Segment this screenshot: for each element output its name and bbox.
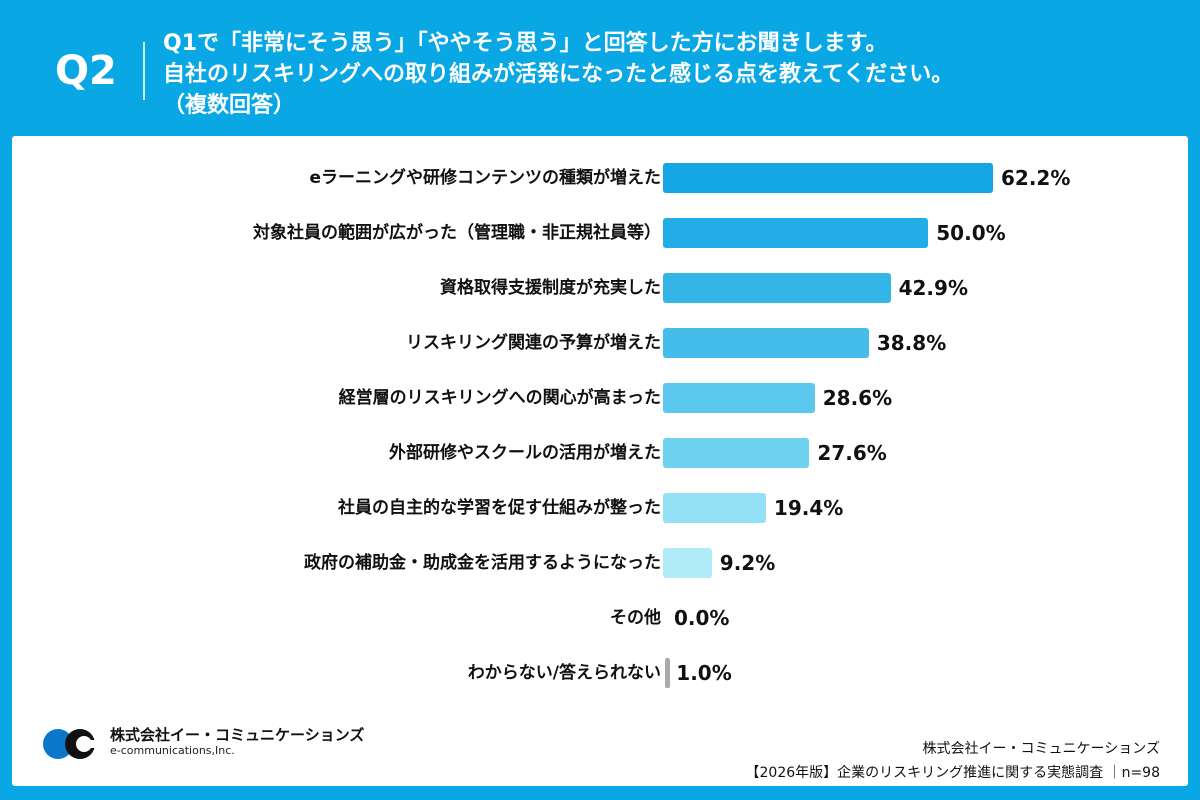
bar-row: リスキリング関連の予算が増えた 38.8% (12, 328, 1188, 358)
category-label: 対象社員の範囲が広がった（管理職・非正規社員等） (253, 223, 661, 243)
value-label: 0.0% (674, 606, 730, 630)
category-label: 外部研修やスクールの活用が増えた (389, 443, 661, 463)
bar (663, 438, 810, 468)
logo-mark-icon (43, 729, 104, 759)
bar-row: 経営層のリスキリングへの関心が高まった 28.6% (12, 383, 1188, 413)
bar-row: 政府の補助金・助成金を活用するようになった 9.2% (12, 548, 1188, 578)
bar-row: 社員の自主的な学習を促す仕組みが整った 19.4% (12, 493, 1188, 523)
bar (663, 163, 993, 193)
bar-row: 資格取得支援制度が充実した 42.9% (12, 273, 1188, 303)
value-label: 50.0% (936, 221, 1006, 245)
question-line-1: Q1で「非常にそう思う」「ややそう思う」と回答した方にお聞きします。 (163, 31, 888, 56)
logo-company-sub: e-communications,Inc. (110, 744, 235, 757)
value-label: 38.8% (876, 331, 947, 355)
footer-survey: 【2026年版】企業のリスキリング推進に関する実態調査 ｜n=98 (745, 765, 1161, 781)
footer-company: 株式会社イー・コミュニケーションズ (922, 741, 1160, 757)
category-label: eラーニングや研修コンテンツの種類が増えた (309, 168, 661, 188)
category-label: 資格取得支援制度が充実した (440, 278, 661, 298)
category-label: 経営層のリスキリングへの関心が高まった (338, 388, 661, 408)
value-label: 62.2% (1001, 166, 1071, 190)
question-line-3: （複数回答） (163, 93, 296, 118)
value-label: 9.2% (719, 551, 776, 575)
bar (663, 383, 815, 413)
bar-row: わからない/答えられない 1.0% (12, 658, 1188, 688)
bar (663, 328, 869, 358)
bar (663, 493, 766, 523)
bar-row: eラーニングや研修コンテンツの種類が増えた 62.2% (12, 163, 1188, 193)
category-label: その他 (610, 608, 661, 628)
question-line-2: 自社のリスキリングへの取り組みが活発になったと感じる点を教えてください。 (163, 62, 954, 87)
question-text: Q1で「非常にそう思う」「ややそう思う」と回答した方にお聞きします。 自社のリス… (163, 28, 953, 121)
category-label: 社員の自主的な学習を促す仕組みが整った (338, 498, 661, 518)
bar (663, 218, 929, 248)
bar (663, 273, 891, 303)
category-label: わからない/答えられない (467, 663, 661, 683)
value-label: 1.0% (676, 661, 732, 685)
value-label: 28.6% (822, 386, 893, 410)
value-label: 42.9% (898, 276, 968, 300)
category-label: リスキリング関連の予算が増えた (406, 333, 661, 353)
bar (663, 548, 712, 578)
bar-row: 対象社員の範囲が広がった（管理職・非正規社員等） 50.0% (12, 218, 1188, 248)
company-logo: 株式会社イー・コミュニケーションズ e-communications,Inc. (40, 726, 364, 766)
category-label: 政府の補助金・助成金を活用するようになった (304, 553, 661, 573)
header-divider (143, 42, 145, 100)
bar-row: その他 0.0% (12, 603, 1188, 633)
chart-panel: eラーニングや研修コンテンツの種類が増えた 62.2% 対象社員の範囲が広がった（管… (12, 136, 1188, 786)
bar-row: 外部研修やスクールの活用が増えた 27.6% (12, 438, 1188, 468)
bar (665, 658, 671, 688)
logo-company-name: 株式会社イー・コミュニケーションズ (110, 726, 365, 744)
value-label: 27.6% (817, 441, 887, 465)
value-label: 19.4% (773, 496, 844, 520)
question-number: Q2 (55, 48, 117, 94)
